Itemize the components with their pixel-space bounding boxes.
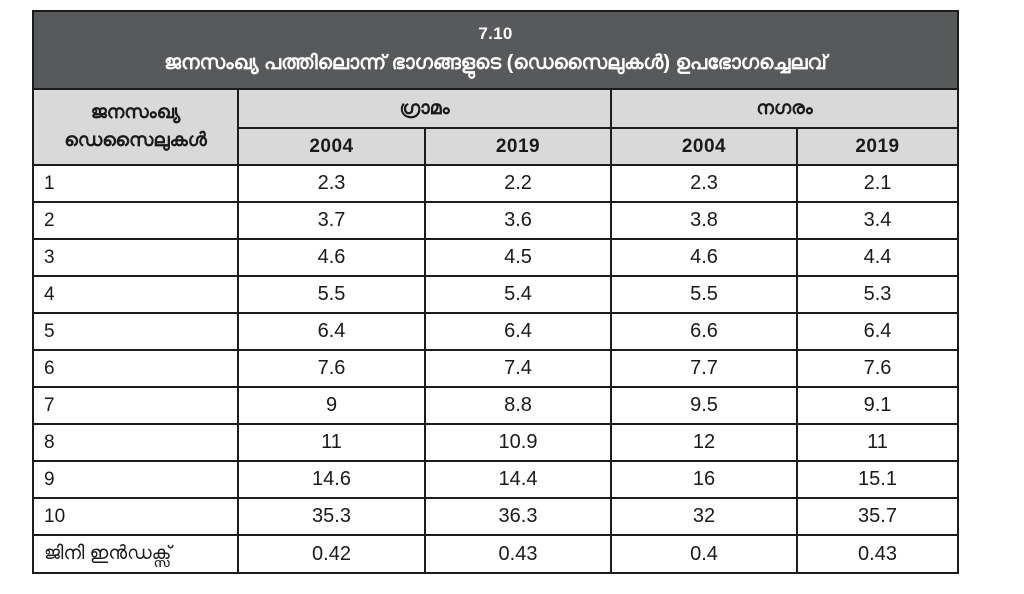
table-title-text: ജനസംഖ്യ പത്തിലൊന്ന് ഭാഗങ്ങളുടെ (ഡെസൈലുകൾ… [164, 51, 827, 74]
value-cell: 2.1 [796, 164, 959, 203]
table-row: 3 4.6 4.5 4.6 4.4 [32, 238, 959, 277]
value-cell: 7.6 [796, 349, 959, 388]
group-header-row: ജനസംഖ്യ ഡെസൈലുകൾ ഗ്രാമം നഗരം [32, 88, 959, 166]
row-label: 7 [32, 386, 239, 425]
table-row: 9 14.6 14.4 16 15.1 [32, 460, 959, 499]
value-cell: 0.43 [796, 534, 959, 574]
value-cell: 5.4 [424, 275, 612, 314]
table-row: 8 11 10.9 12 11 [32, 423, 959, 462]
row-label: ജിനി ഇൻഡക്സ് [32, 534, 239, 574]
value-cell: 16 [610, 460, 798, 499]
table-row: 7 9 8.8 9.5 9.1 [32, 386, 959, 425]
table-row: 1 2.3 2.2 2.3 2.1 [32, 164, 959, 203]
value-cell: 0.4 [610, 534, 798, 574]
table-row: ജിനി ഇൻഡക്സ് 0.42 0.43 0.4 0.43 [32, 534, 959, 574]
value-cell: 6.4 [237, 312, 426, 351]
value-cell: 3.8 [610, 201, 798, 240]
table-row: 2 3.7 3.6 3.8 3.4 [32, 201, 959, 240]
row-label: 9 [32, 460, 239, 499]
value-cell: 6.4 [796, 312, 959, 351]
year-header-rural-2019: 2019 [424, 127, 612, 166]
year-header-row: 2004 2019 2004 2019 [33, 127, 959, 166]
value-cell: 0.43 [424, 534, 612, 574]
value-cell: 4.4 [796, 238, 959, 277]
value-cell: 6.6 [610, 312, 798, 351]
group-header-rural: ഗ്രാമം [237, 88, 612, 129]
decile-consumption-table: 7.10 ജനസംഖ്യ പത്തിലൊന്ന് ഭാഗങ്ങളുടെ (ഡെസ… [32, 10, 959, 574]
value-cell: 7.6 [237, 349, 426, 388]
value-cell: 6.4 [424, 312, 612, 351]
row-label: 10 [32, 497, 239, 536]
value-cell: 10.9 [424, 423, 612, 462]
value-cell: 5.3 [796, 275, 959, 314]
row-label: 4 [32, 275, 239, 314]
row-header-cell: ജനസംഖ്യ ഡെസൈലുകൾ [32, 88, 239, 166]
row-label: 1 [32, 164, 239, 203]
value-cell: 3.6 [424, 201, 612, 240]
value-cell: 7.4 [424, 349, 612, 388]
value-cell: 5.5 [237, 275, 426, 314]
value-cell: 9 [237, 386, 426, 425]
value-cell: 2.2 [424, 164, 612, 203]
value-cell: 0.42 [237, 534, 426, 574]
table-row: 5 6.4 6.4 6.6 6.4 [32, 312, 959, 351]
value-cell: 2.3 [237, 164, 426, 203]
value-cell: 4.6 [237, 238, 426, 277]
value-cell: 4.5 [424, 238, 612, 277]
value-cell: 3.7 [237, 201, 426, 240]
table-row: 10 35.3 36.3 32 35.7 [32, 497, 959, 536]
year-header-urban-2004: 2004 [610, 127, 798, 166]
value-cell: 8.8 [424, 386, 612, 425]
value-cell: 35.7 [796, 497, 959, 536]
table-row: 4 5.5 5.4 5.5 5.3 [32, 275, 959, 314]
value-cell: 5.5 [610, 275, 798, 314]
group-header-urban: നഗരം [610, 88, 959, 129]
row-label: 2 [32, 201, 239, 240]
row-header-line1: ജനസംഖ്യ [90, 102, 181, 124]
value-cell: 9.5 [610, 386, 798, 425]
value-cell: 11 [237, 423, 426, 462]
value-cell: 7.7 [610, 349, 798, 388]
value-cell: 11 [796, 423, 959, 462]
value-cell: 3.4 [796, 201, 959, 240]
row-header-line2: ഡെസൈലുകൾ [64, 130, 207, 151]
value-cell: 32 [610, 497, 798, 536]
table-title: 7.10 ജനസംഖ്യ പത്തിലൊന്ന് ഭാഗങ്ങളുടെ (ഡെസ… [32, 10, 959, 90]
year-header-rural-2004: 2004 [237, 127, 426, 166]
value-cell: 2.3 [610, 164, 798, 203]
value-cell: 14.4 [424, 460, 612, 499]
value-cell: 35.3 [237, 497, 426, 536]
year-header-urban-2019: 2019 [796, 127, 959, 166]
value-cell: 4.6 [610, 238, 798, 277]
row-label: 5 [32, 312, 239, 351]
value-cell: 9.1 [796, 386, 959, 425]
row-label: 3 [32, 238, 239, 277]
title-row: 7.10 ജനസംഖ്യ പത്തിലൊന്ന് ഭാഗങ്ങളുടെ (ഡെസ… [32, 10, 959, 90]
table-number: 7.10 [478, 24, 513, 44]
row-label: 6 [32, 349, 239, 388]
table-row: 6 7.6 7.4 7.7 7.6 [32, 349, 959, 388]
value-cell: 15.1 [796, 460, 959, 499]
table-body: 1 2.3 2.2 2.3 2.1 2 3.7 3.6 3.8 3.4 3 4.6 4.5 4.6 4.4 4… [32, 164, 959, 574]
value-cell: 36.3 [424, 497, 612, 536]
value-cell: 14.6 [237, 460, 426, 499]
row-label: 8 [32, 423, 239, 462]
value-cell: 12 [610, 423, 798, 462]
